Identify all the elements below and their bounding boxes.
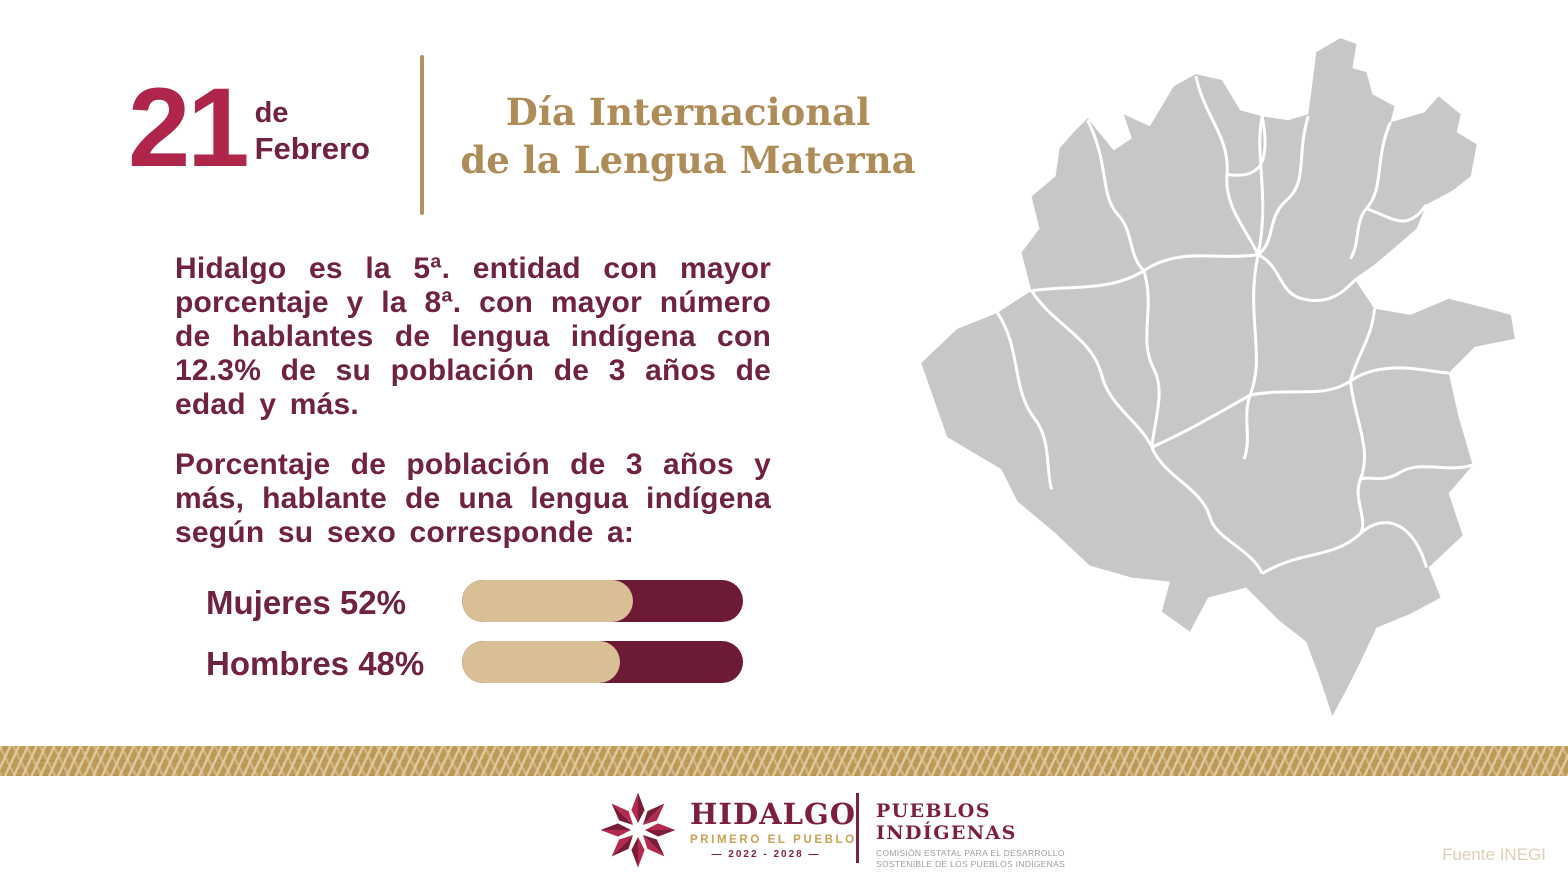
org-sub1: COMISIÓN ESTATAL PARA EL DESARROLLO <box>876 848 1065 858</box>
bar-label-hombres: Hombres 48% <box>206 645 425 682</box>
page-title: Día Internacional de la Lengua Materna <box>448 88 928 184</box>
source-note: Fuente INEGI <box>1442 845 1546 864</box>
state-silhouette <box>921 38 1515 716</box>
hidalgo-logo-tagline: PRIMERO EL PUEBLO <box>690 834 857 847</box>
date-block: 21 de Febrero <box>128 65 370 190</box>
date-month-name: Febrero <box>254 130 370 166</box>
date-month: de Febrero <box>254 97 370 169</box>
hidalgo-map-svg <box>921 38 1515 716</box>
bar-fill-mujeres <box>462 580 633 622</box>
pueblos-indigenas-block: PUEBLOS INDÍGENAS COMISIÓN ESTATAL PARA … <box>876 800 1065 869</box>
bar-fill-hombres <box>462 641 620 683</box>
municipal-borders <box>996 75 1474 575</box>
org-sub2: SOSTENIBLE DE LOS PUEBLOS INDÍGENAS <box>876 858 1066 869</box>
page-title-line2: de la Lengua Materna <box>460 138 916 183</box>
hidalgo-logo-name: HIDALGO <box>690 797 857 831</box>
hidalgo-state-map <box>903 28 1525 720</box>
star-svg <box>600 792 676 868</box>
footer-divider <box>856 793 859 863</box>
org-line2: INDÍGENAS <box>876 822 1017 844</box>
textile-pattern-band <box>0 746 1568 776</box>
intro-paragraph: Hidalgo es la 5ª. entidad con mayor porc… <box>175 252 771 421</box>
bar-label-mujeres: Mujeres 52% <box>206 584 406 621</box>
org-subtitle: COMISIÓN ESTATAL PARA EL DESARROLLO SOST… <box>876 848 1065 869</box>
header-divider <box>420 55 424 215</box>
bar-track-mujeres <box>462 580 743 622</box>
page-title-line1: Día Internacional <box>505 90 871 134</box>
bar-track-hombres <box>462 641 743 683</box>
date-month-prefix: de <box>254 97 289 129</box>
hidalgo-wordmark: HIDALGO PRIMERO EL PUEBLO — 2022 - 2028 … <box>690 797 857 861</box>
chart-caption-paragraph: Porcentaje de población de 3 años y más,… <box>175 448 771 549</box>
hidalgo-star-icon <box>599 791 677 869</box>
hidalgo-logo-period: — 2022 - 2028 — <box>711 849 821 861</box>
org-line1: PUEBLOS <box>876 800 991 822</box>
date-day: 21 <box>128 65 250 190</box>
